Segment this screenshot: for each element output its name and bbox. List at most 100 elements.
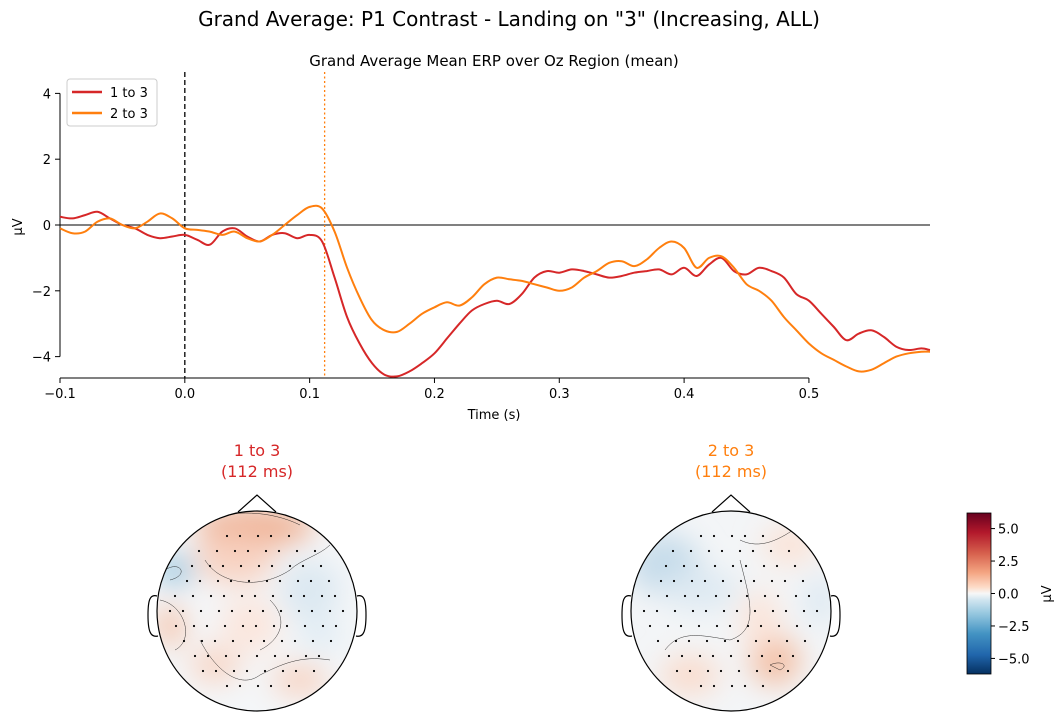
sensor-dot (248, 609, 252, 613)
sensor-dot (707, 549, 711, 553)
sensor-dot (295, 549, 299, 553)
sensor-dot (193, 654, 197, 658)
sensor-dot (752, 579, 756, 583)
sensor-dot (642, 609, 646, 613)
colorbar-tick-label: 2.5 (998, 555, 1019, 570)
topomap-title-1to3-line2: (112 ms) (221, 462, 293, 481)
sensor-dot (762, 564, 766, 568)
sensor-dot (665, 594, 669, 598)
sensor-dot (231, 639, 235, 643)
sensor-dot (667, 654, 671, 658)
sensor-dot (705, 639, 709, 643)
nose (711, 494, 751, 513)
colorbar-ticks: 5.0 2.5 0.0 −2.5 −5.0 (991, 523, 1030, 667)
sensor-dot (795, 624, 799, 628)
sensor-dot (699, 684, 703, 688)
sensor-dot (281, 669, 285, 673)
sensor-dot (715, 624, 719, 628)
sensor-dot (249, 639, 253, 643)
sensor-dot (225, 534, 229, 538)
sensor-dot (197, 549, 201, 553)
sensor-dot (192, 624, 196, 628)
sensor-dot (181, 609, 185, 613)
sensor-dot (241, 624, 245, 628)
sensor-dot (341, 609, 345, 613)
x-tick-label: 0.5 (799, 387, 820, 402)
sensor-dot (672, 579, 676, 583)
sensor-dot (744, 564, 748, 568)
sensor-dot (730, 684, 734, 688)
sensor-dot (713, 564, 717, 568)
sensor-dot (727, 594, 731, 598)
sensor-dot (743, 534, 747, 538)
sensor-dot (695, 564, 699, 568)
y-axis-label: µV (11, 218, 26, 235)
sensor-dot (751, 549, 755, 553)
sensor-dot (208, 564, 212, 568)
x-tick-label: 0.3 (549, 387, 570, 402)
sensor-dot (703, 579, 707, 583)
sensor-dot (255, 654, 259, 658)
colorbar-label: µV (1040, 585, 1055, 602)
sensor-dot (691, 609, 695, 613)
nose (237, 494, 277, 513)
sensor-dot (783, 579, 787, 583)
sensor-dot (221, 564, 225, 568)
sensor-dot (791, 654, 795, 658)
sensor-dot (659, 579, 663, 583)
sensor-dot (329, 639, 333, 643)
sensor-dot (280, 639, 284, 643)
sensor-dot (743, 684, 747, 688)
right-ear (829, 595, 841, 637)
sensor-dot (697, 624, 701, 628)
sensor-dot (714, 594, 718, 598)
sensor-dot (723, 639, 727, 643)
sensor-dot (238, 534, 242, 538)
sensor-dot (739, 579, 743, 583)
sensor-dot (745, 594, 749, 598)
right-ear (355, 595, 367, 637)
sensor-dot (712, 534, 716, 538)
sensor-dot (237, 654, 241, 658)
erp-axes: −0.1 0.0 0.1 0.2 0.3 0.4 0.5 4 2 0 −2 −4 (32, 72, 930, 402)
sensor-dot (247, 579, 251, 583)
sensor-dot (763, 594, 767, 598)
sensor-dot (293, 639, 297, 643)
sensor-dot (760, 654, 764, 658)
x-tick-label: 0.1 (299, 387, 320, 402)
erp-series-group (59, 204, 931, 378)
sensor-dot (254, 624, 258, 628)
sensor-dot (301, 564, 305, 568)
sensor-dot (317, 654, 321, 658)
sensor-dot (230, 609, 234, 613)
sensor-dot (289, 594, 293, 598)
sensor-dot (319, 564, 323, 568)
sensor-dot (704, 609, 708, 613)
sensor-dot (675, 669, 679, 673)
sensor-dot (655, 609, 659, 613)
legend-label-2to3: 2 to 3 (110, 107, 148, 122)
sensor-dot (802, 609, 806, 613)
sensor-dot (263, 669, 267, 673)
sensor-dot (688, 669, 692, 673)
sensor-dot (288, 564, 292, 568)
sensor-dot (689, 549, 693, 553)
y-tick-label: −2 (32, 285, 51, 300)
sensor-dot (754, 639, 758, 643)
sensor-dot (737, 669, 741, 673)
legend: 1 to 3 2 to 3 (66, 78, 158, 127)
sensor-dot (311, 639, 315, 643)
head-circle (630, 510, 832, 712)
sensor-dot (680, 654, 684, 658)
sensor-dot (264, 549, 268, 553)
sensor-dot (794, 594, 798, 598)
topomap-field (631, 511, 831, 711)
sensor-dot (683, 594, 687, 598)
sensor-dot (656, 639, 660, 643)
sensor-dot (787, 549, 791, 553)
sensor-dots (168, 534, 345, 688)
sensor-dot (256, 534, 260, 538)
sensor-dot (815, 609, 819, 613)
topomap-title-1to3-line1: 1 to 3 (234, 441, 281, 460)
